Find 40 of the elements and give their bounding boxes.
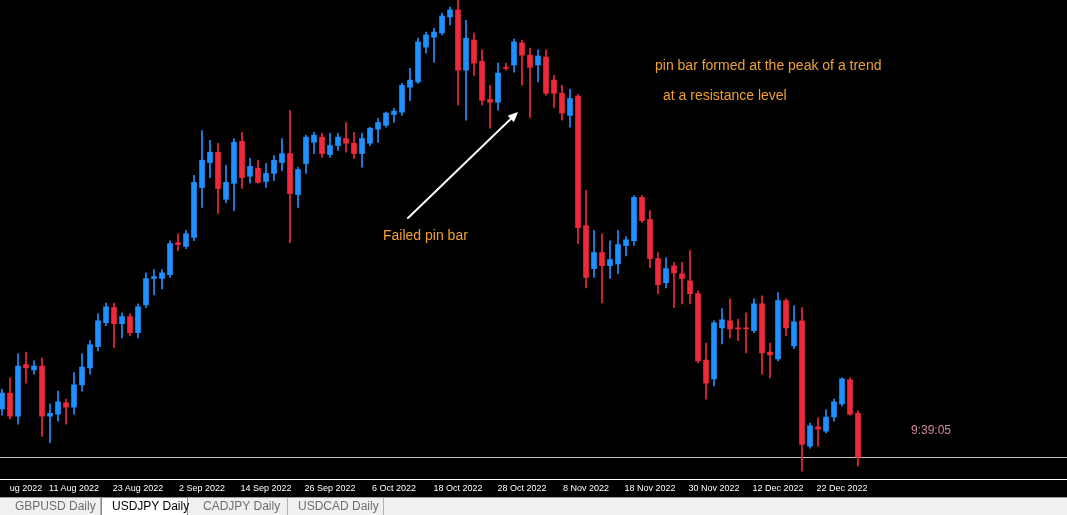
text: 9:39:05 [911, 423, 952, 438]
x-tick-label: 23 Aug 2022 [112, 483, 164, 494]
x-tick-label: 18 Oct 2022 [433, 483, 483, 494]
candlestick [815, 417, 821, 447]
x-tick-label: 30 Nov 2022 [688, 483, 740, 494]
annotation: at a resistance level [663, 87, 787, 104]
candlestick [151, 269, 157, 296]
candlestick [599, 233, 605, 304]
candlestick [343, 122, 349, 153]
candlestick [47, 403, 53, 444]
tab: CADJPY Daily [188, 498, 288, 515]
candlestick [727, 298, 733, 339]
candlestick [503, 62, 509, 71]
x-tick-label: 26 Sep 2022 [304, 483, 356, 494]
tab: USDCAD Daily [288, 498, 384, 515]
x-tick-label: 8 Nov 2022 [562, 483, 610, 494]
candlestick [23, 351, 29, 384]
candlestick [407, 67, 413, 101]
candlestick [767, 342, 773, 379]
tab: USDJPY Daily [101, 497, 188, 515]
x-tick-label: 22 Dec 2022 [816, 483, 868, 494]
x-tick-label: 11 Aug 2022 [49, 483, 99, 494]
x-tick-label: 14 Sep 2022 [240, 483, 292, 494]
x-tick-label: 12 Dec 2022 [752, 483, 804, 494]
x-tick-label: 2 Sep 2022 [178, 483, 226, 494]
x-tick-label: 6 Oct 2022 [371, 483, 417, 494]
x-tick-label: 28 Oct 2022 [497, 483, 547, 494]
candlestick [431, 27, 437, 63]
candlestick [671, 262, 677, 309]
candlestick [679, 262, 685, 305]
candlestick [687, 250, 693, 305]
annotation: Failed pin bar [383, 227, 468, 244]
candlestick [487, 84, 493, 129]
candlestick [527, 47, 533, 118]
annotation: pin bar formed at the peak of a trend [655, 57, 882, 74]
candlestick [607, 240, 613, 279]
x-tick-label: ug 2022 [9, 483, 43, 494]
candlestick [175, 233, 181, 251]
x-tick-label: 18 Nov 2022 [624, 483, 676, 494]
candlestick [719, 308, 725, 345]
